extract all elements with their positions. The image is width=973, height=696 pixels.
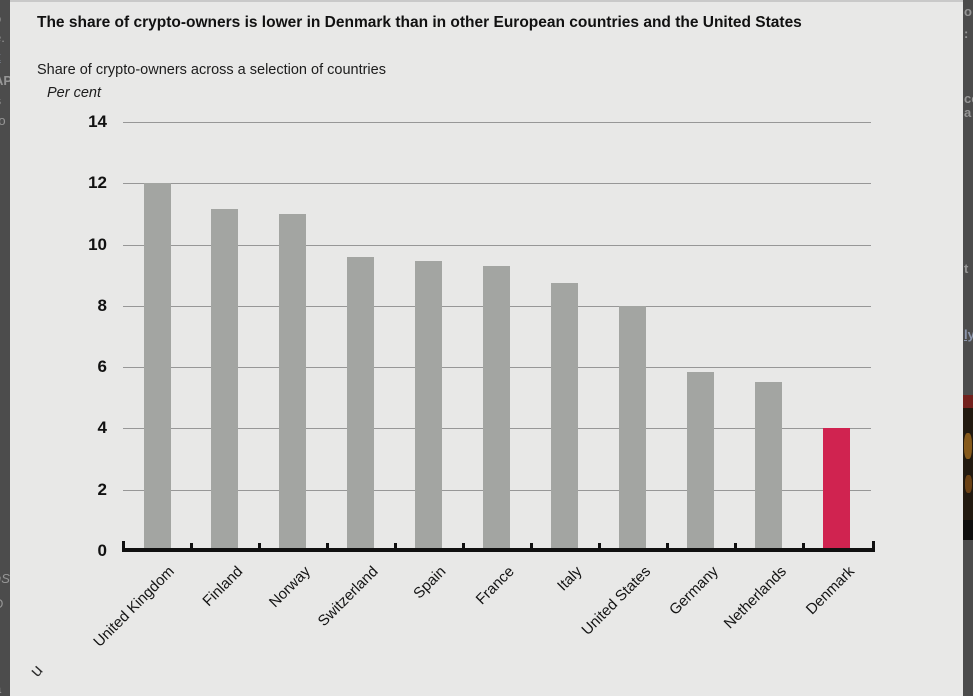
background-text-fragment: : — [964, 26, 969, 41]
y-tick-label-6: 6 — [97, 357, 107, 377]
bar-germany — [687, 371, 715, 548]
thumbnail-dark-base — [963, 520, 973, 540]
background-text-fragment: o — [964, 4, 972, 19]
gridline-y-12 — [123, 183, 871, 185]
y-tick-label-10: 10 — [88, 234, 107, 254]
x-axis-line — [122, 548, 874, 552]
bar-italy — [551, 282, 579, 548]
background-text-fragment: co — [964, 91, 973, 106]
x-label-spain: Spain — [410, 563, 450, 603]
y-tick-label-8: 8 — [97, 295, 107, 315]
x-label-germany: Germany — [665, 563, 722, 619]
x-axis-tick — [189, 543, 193, 549]
x-axis-end-cap — [872, 541, 875, 552]
thumbnail-detail — [964, 433, 972, 459]
x-axis-tick — [461, 543, 465, 549]
x-label-norway: Norway — [265, 563, 314, 611]
y-tick-label-14: 14 — [88, 112, 107, 132]
background-text-fragment: o — [0, 12, 1, 26]
figure-title: The share of crypto-owners is lower in D… — [37, 14, 802, 31]
y-tick-label-4: 4 — [97, 418, 107, 438]
x-axis-tick — [257, 543, 261, 549]
gridline-y-10 — [123, 244, 871, 246]
background-text-fragment: AP — [0, 73, 10, 88]
x-label-france: France — [472, 563, 518, 609]
background-page-left-edge: oe.itAPsrornSDa — [0, 0, 10, 696]
bar-switzerland — [347, 256, 375, 548]
x-label-denmark: Denmark — [802, 563, 858, 619]
background-text-fragment: it — [0, 50, 1, 64]
background-text-fragment: s — [0, 94, 1, 108]
bar-finland — [211, 209, 239, 548]
y-tick-label-2: 2 — [97, 479, 107, 499]
background-text-fragment: a — [964, 105, 972, 120]
x-axis-end-cap — [122, 541, 125, 552]
gridline-y-14 — [123, 122, 871, 124]
background-text-fragment: t — [964, 261, 969, 276]
x-axis-tick — [597, 543, 601, 549]
bar-norway — [279, 213, 307, 548]
background-text-fragment: nS — [0, 571, 10, 586]
x-axis-tick — [529, 543, 533, 549]
bar-united-states — [619, 305, 647, 548]
y-tick-label-0: 0 — [97, 541, 107, 560]
bar-spain — [415, 261, 443, 548]
bar-chart: 0 2 4 6 8 10 12 14 United Kingdom Finland Norway Sw… — [10, 0, 963, 696]
x-label-netherlands: Netherlands — [720, 563, 790, 633]
x-label-united-states: United States — [577, 563, 654, 639]
bar-netherlands — [755, 382, 783, 548]
bar-united-kingdom — [143, 183, 171, 548]
x-axis-tick — [801, 543, 805, 549]
background-text-fragment: D — [0, 597, 3, 611]
bar-france — [483, 266, 511, 548]
x-axis-tick — [325, 543, 329, 549]
x-label-united-kingdom: United Kingdom — [90, 563, 179, 651]
bar-denmark-highlighted — [823, 428, 850, 548]
thumbnail-detail — [965, 475, 972, 493]
background-page-right-edge: o: coa t ly — [963, 0, 973, 696]
x-axis-tick — [665, 543, 669, 549]
y-tick-label-12: 12 — [88, 173, 107, 193]
thumbnail-red-band — [963, 395, 973, 408]
background-text-fragment: e. — [0, 30, 5, 45]
chart-figure-panel: The share of crypto-owners is lower in D… — [10, 0, 963, 696]
x-axis-tick — [393, 543, 397, 549]
x-axis-tick — [733, 543, 737, 549]
y-axis-unit-label: Per cent — [47, 85, 101, 101]
x-label-switzerland: Switzerland — [315, 563, 382, 630]
background-text-fragment: a — [0, 682, 1, 696]
background-text-fragment: ro — [0, 113, 6, 128]
background-text-fragment: ly — [964, 327, 973, 342]
figure-subtitle: Share of crypto-owners across a selectio… — [37, 62, 386, 78]
x-label-italy: Italy — [554, 563, 586, 595]
background-article-thumbnail — [963, 395, 973, 540]
x-label-finland: Finland — [199, 563, 246, 610]
